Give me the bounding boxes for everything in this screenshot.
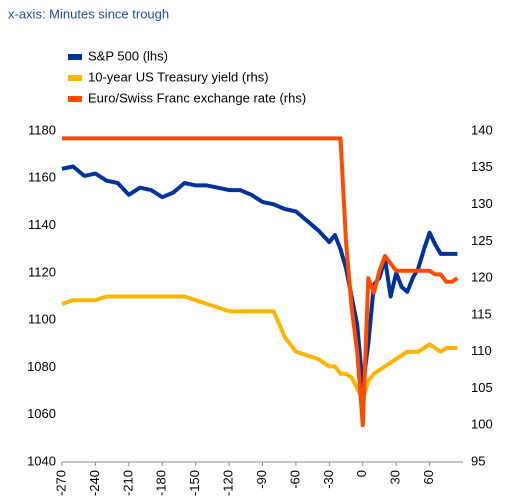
x-tick-label: -30 [321,470,336,489]
x-tick-label: -90 [254,470,269,489]
y2-tick-label: 120 [471,270,493,285]
y-tick-label: 1080 [27,359,56,374]
x-tick-label: -120 [221,470,236,496]
y-tick-label: 1140 [28,217,56,232]
legend-label: 10-year US Treasury yield (rhs) [88,69,269,84]
chart-subtitle: x-axis: Minutes since trough [8,6,169,21]
series-line [62,136,459,428]
y-tick-label: 1180 [28,122,56,137]
x-tick-label: -60 [287,470,302,489]
x-tick-label: 60 [421,470,436,484]
y2-tick-label: 140 [471,122,493,137]
x-tick-label: -150 [187,470,202,496]
series-line [61,164,458,389]
x-tick-label: -210 [120,470,135,496]
y-tick-label: 1100 [28,312,56,327]
y-tick-label: 1160 [28,170,56,185]
y2-tick-label: 95 [471,453,485,468]
y2-tick-label: 115 [471,306,492,321]
legend-swatch [68,54,82,60]
y2-tick-label: 110 [471,343,492,358]
x-tick-label: -180 [154,470,169,496]
x-tick-label: -270 [53,470,68,496]
legend-label: S&P 500 (lhs) [88,48,168,63]
y-tick-label: 1120 [28,264,56,279]
y2-tick-label: 125 [471,233,493,248]
legend-swatch [68,96,82,102]
x-tick-label: -240 [87,470,102,496]
x-tick-label: 30 [388,470,403,484]
y-tick-label: 1040 [27,453,56,468]
y2-tick-label: 105 [471,380,493,395]
legend-label: Euro/Swiss Franc exchange rate (rhs) [88,90,306,105]
y2-tick-label: 130 [471,196,493,211]
y-tick-label: 1060 [27,406,56,421]
legend-swatch [68,75,82,81]
y2-tick-label: 135 [471,159,493,174]
x-tick-label: 0 [354,470,369,477]
y2-tick-label: 100 [471,417,493,432]
series-line [61,294,458,402]
